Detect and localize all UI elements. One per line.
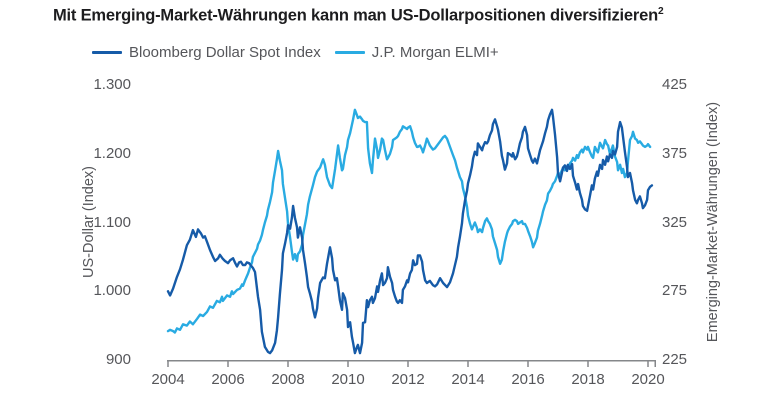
y-axis-right-tick-label: 325 — [662, 213, 688, 231]
legend-label-elmi: J.P. Morgan ELMI+ — [371, 44, 499, 61]
x-axis-tick-label: 2006 — [211, 371, 245, 388]
y-axis-left-tick-label: 1.100 — [93, 213, 131, 231]
y-axis-left-tick-label: 1.200 — [93, 144, 131, 162]
legend-label-bloomberg: Bloomberg Dollar Spot Index — [129, 44, 321, 61]
chart-legend: Bloomberg Dollar Spot Index J.P. Morgan … — [92, 44, 499, 61]
y-axis-left-tick-label: 1.300 — [93, 76, 131, 93]
x-axis-tick-label: 2010 — [331, 371, 365, 388]
jp-morgan-elmi-line — [166, 108, 652, 334]
chart-title-text: Mit Emerging-Market-Währungen kann man U… — [53, 6, 658, 25]
x-axis-tick-label: 2016 — [511, 371, 545, 388]
y-axis-right-title: Emerging-Market-Währungen (Index) — [705, 101, 721, 343]
x-axis-tick-label: 2018 — [571, 371, 605, 388]
y-axis-left-tick-label: 900 — [105, 351, 131, 368]
legend-item-elmi: J.P. Morgan ELMI+ — [334, 44, 499, 61]
x-axis-tick-label: 2014 — [451, 371, 485, 388]
bloomberg-dollar-spot-index-line — [166, 108, 654, 355]
y-axis-left-tick-label: 1.000 — [93, 282, 131, 300]
bloomberg-line-swatch-icon — [92, 51, 122, 54]
y-axis-right-tick-label: 375 — [662, 144, 688, 162]
y-axis-right-tick-label: 425 — [662, 76, 688, 93]
x-axis-tick-label: 2020 — [631, 371, 665, 388]
y-axis-right-tick-label: 225 — [662, 351, 688, 368]
x-axis-tick-label: 2008 — [271, 371, 305, 388]
y-axis-right-tick-label: 275 — [662, 282, 688, 300]
elmi-line-swatch-icon — [334, 51, 365, 54]
x-axis-tick-label: 2012 — [391, 371, 425, 388]
x-axis-tick-label: 2004 — [151, 371, 185, 388]
chart-title-footnote-marker: 2 — [657, 6, 664, 17]
chart-title: Mit Emerging-Market-Währungen kann man U… — [53, 6, 664, 26]
legend-item-bloomberg: Bloomberg Dollar Spot Index — [92, 44, 321, 61]
